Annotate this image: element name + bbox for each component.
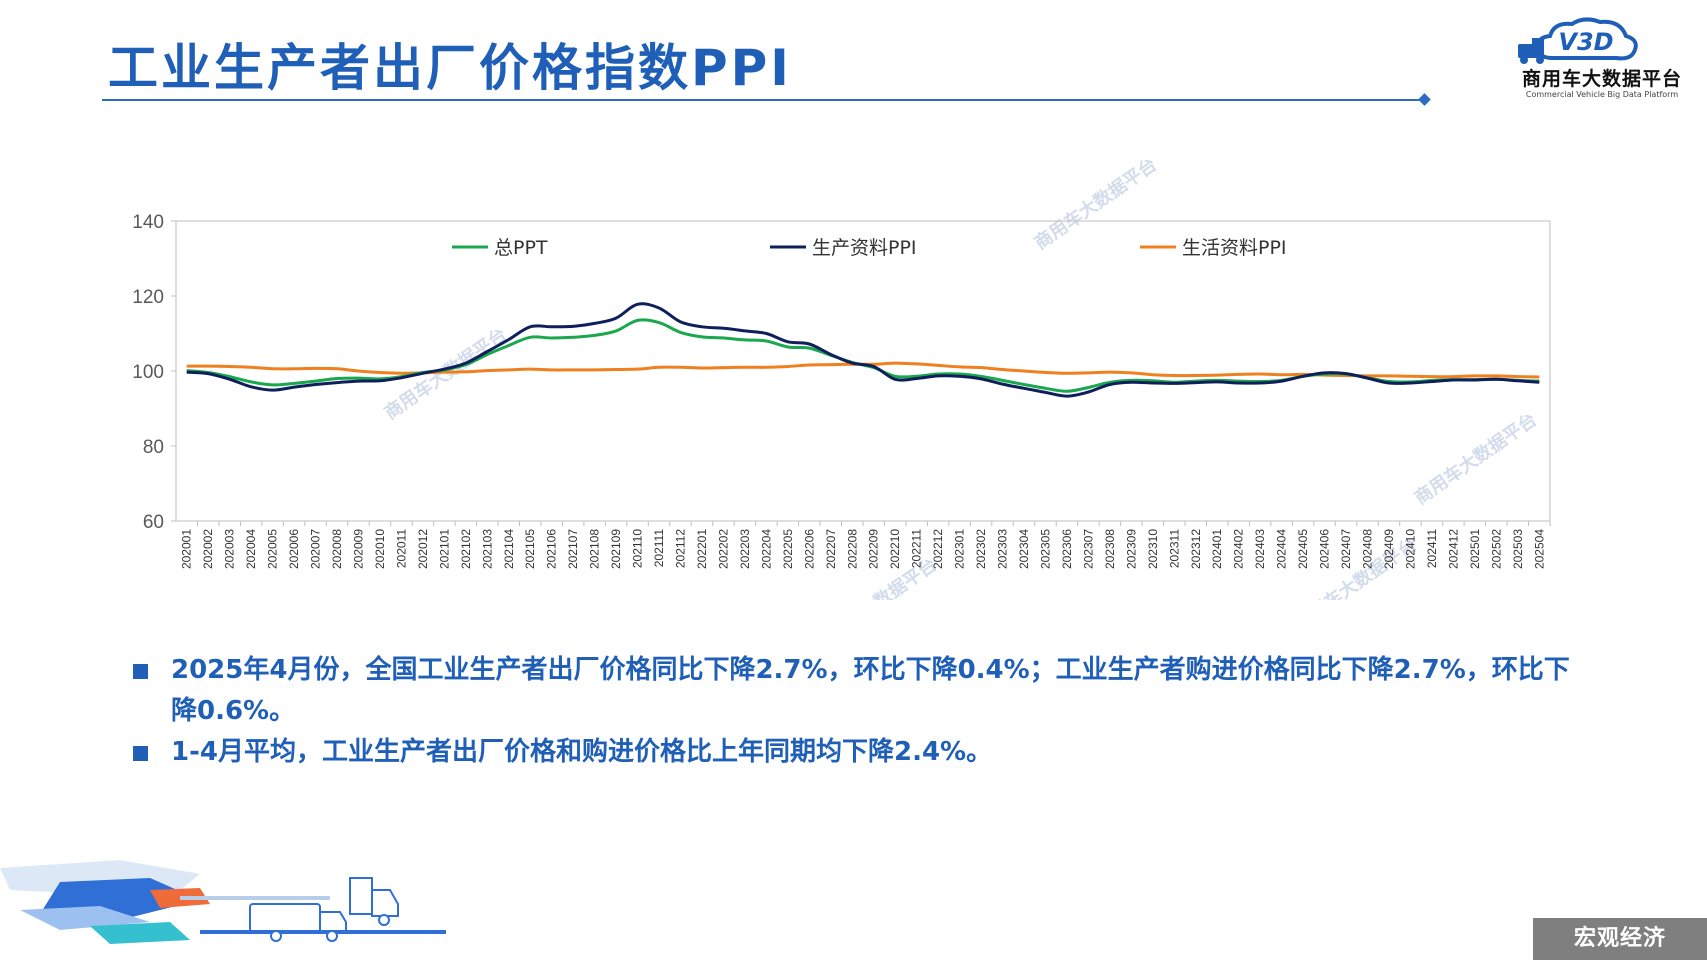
x-tick-label: 202502 (1489, 529, 1503, 569)
x-tick-label: 202103 (480, 529, 494, 569)
x-tick-label: 202002 (201, 529, 215, 569)
x-tick-label: 202112 (674, 529, 688, 568)
x-tick-label: 202004 (244, 529, 258, 569)
x-tick-label: 202110 (631, 529, 645, 568)
x-tick-label: 202406 (1318, 529, 1332, 569)
x-tick-label: 202108 (588, 529, 602, 569)
x-tick-label: 202106 (545, 529, 559, 569)
bullet-text: 1-4月平均，工业生产者出厂价格和购进价格比上年同期均下降2.4%。 (171, 737, 993, 767)
x-tick-label: 202209 (867, 529, 881, 569)
x-tick-label: 202308 (1103, 529, 1117, 569)
x-tick-label: 202205 (781, 529, 795, 569)
x-tick-label: 202412 (1446, 529, 1460, 569)
y-tick-label: 140 (132, 212, 164, 233)
title-divider (102, 99, 1426, 101)
x-tick-label: 202407 (1339, 529, 1353, 569)
x-tick-label: 202210 (888, 529, 902, 569)
x-tick-label: 202304 (1017, 529, 1031, 569)
x-tick-label: 202001 (180, 529, 194, 569)
truck-speed-decoration-icon (0, 860, 446, 944)
bullet-text: 2025年4月份，全国工业生产者出厂价格同比下降2.7%，环比下降0.4%；工业… (171, 655, 1570, 726)
x-tick-label: 202404 (1275, 529, 1289, 569)
x-tick-label: 202104 (502, 529, 516, 569)
x-tick-label: 202310 (1146, 529, 1160, 569)
x-tick-label: 202211 (910, 529, 924, 568)
x-tick-label: 202203 (738, 529, 752, 569)
x-tick-label: 202401 (1210, 529, 1224, 569)
y-tick-label: 100 (132, 362, 164, 383)
x-tick-label: 202111 (652, 529, 666, 568)
x-tick-label: 202409 (1382, 529, 1396, 569)
watermark-text: 商用车大数据平台 (1410, 408, 1541, 509)
truck-cloud-logo-icon: V3D (1518, 17, 1638, 64)
x-tick-label: 202305 (1038, 529, 1052, 569)
x-tick-label: 202010 (373, 529, 387, 569)
x-tick-label: 202207 (824, 529, 838, 569)
summary-bullet: 1-4月平均，工业生产者出厂价格和购进价格比上年同期均下降2.4%。 (133, 732, 1583, 773)
x-tick-label: 202311 (1167, 529, 1181, 568)
x-tick-label: 202309 (1124, 529, 1138, 569)
x-tick-label: 202405 (1296, 529, 1310, 569)
page-title: 工业生产者出厂价格指数PPI (108, 39, 792, 97)
x-tick-label: 202410 (1403, 529, 1417, 569)
x-tick-label: 202307 (1081, 529, 1095, 569)
x-tick-label: 202201 (695, 529, 709, 569)
bullet-square-icon (133, 664, 148, 679)
x-tick-label: 202101 (437, 529, 451, 569)
x-tick-label: 202206 (802, 529, 816, 569)
chart-legend: 总PPT 生产资料PPI 生活资料PPI (452, 237, 1287, 259)
x-tick-label: 202403 (1253, 529, 1267, 569)
logo-name: 商用车大数据平台 (1521, 68, 1682, 90)
x-tick-label: 202208 (845, 529, 859, 569)
x-tick-label: 202212 (931, 529, 945, 569)
x-tick-label: 202202 (716, 529, 730, 569)
summary-bullet: 2025年4月份，全国工业生产者出厂价格同比下降2.7%，环比下降0.4%；工业… (133, 650, 1583, 732)
section-tag: 宏观经济 (1533, 918, 1707, 960)
x-tick-label: 202003 (223, 529, 237, 569)
x-tick-label: 202301 (953, 529, 967, 569)
x-tick-label: 202007 (309, 529, 323, 569)
x-tick-label: 202402 (1232, 529, 1246, 569)
x-tick-label: 202006 (287, 529, 301, 569)
watermark-text: 商用车大数据平台 (1030, 153, 1161, 254)
x-tick-label: 202105 (523, 529, 537, 569)
x-tick-label: 202302 (974, 529, 988, 569)
x-tick-label: 202411 (1425, 529, 1439, 568)
series-layer (186, 302, 1540, 398)
x-tick-label: 202303 (996, 529, 1010, 569)
x-tick-label: 202011 (394, 529, 408, 568)
y-tick-label: 120 (132, 287, 164, 308)
ppi-line-chart: 商用车大数据平台商用车大数据平台商用车大数据平台商用车大数据平台商用车大数据平台… (132, 153, 1551, 600)
plot-area (175, 220, 1551, 522)
x-tick-label: 202503 (1511, 529, 1525, 569)
legend-label: 生产资料PPI (812, 237, 917, 259)
bullet-square-icon (133, 746, 148, 761)
x-tick-label: 202109 (609, 529, 623, 569)
x-axis: 202001 202002 202003 202004 202005 202006 2020… (180, 521, 1551, 569)
x-tick-label: 202501 (1468, 529, 1482, 569)
y-tick-label: 80 (143, 437, 164, 458)
brand-logo: V3D 商用车大数据平台 Commercial Vehicle Big Data… (1512, 14, 1692, 104)
x-tick-label: 202102 (459, 529, 473, 569)
legend-label: 生活资料PPI (1182, 237, 1287, 259)
x-tick-label: 202306 (1060, 529, 1074, 569)
x-tick-label: 202008 (330, 529, 344, 569)
x-tick-label: 202504 (1532, 529, 1546, 569)
logo-mark-text: V3D (1558, 28, 1613, 56)
x-tick-label: 202204 (759, 529, 773, 569)
x-tick-label: 202312 (1189, 529, 1203, 569)
logo-subtitle: Commercial Vehicle Big Data Platform (1525, 90, 1679, 99)
x-tick-label: 202005 (266, 529, 280, 569)
y-tick-label: 60 (143, 512, 164, 533)
x-tick-label: 202012 (416, 529, 430, 569)
x-tick-label: 202408 (1361, 529, 1375, 569)
series-line-2 (186, 302, 1540, 398)
x-tick-label: 202009 (351, 529, 365, 569)
y-axis: 60 80 100 120 140 (132, 212, 176, 533)
legend-label: 总PPT (494, 237, 548, 259)
summary-bullets: 2025年4月份，全国工业生产者出厂价格同比下降2.7%，环比下降0.4%；工业… (133, 650, 1583, 773)
x-tick-label: 202107 (566, 529, 580, 569)
